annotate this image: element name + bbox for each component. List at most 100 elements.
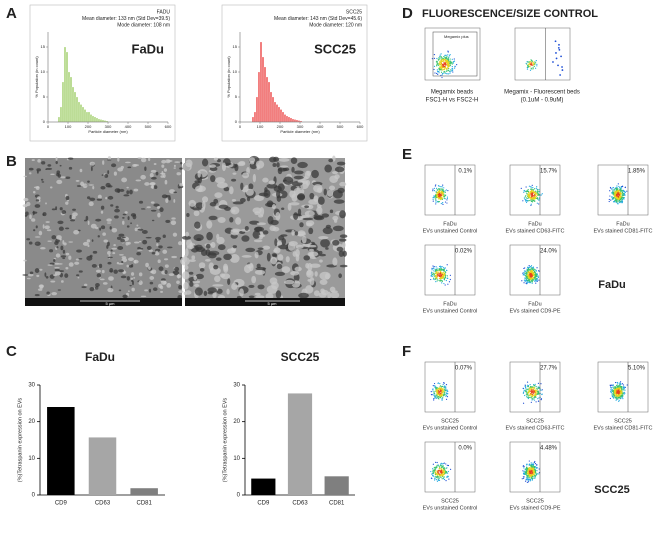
event-dot xyxy=(613,396,615,398)
event-dot xyxy=(439,54,441,56)
event-dot xyxy=(527,385,530,387)
event-dot xyxy=(433,270,435,272)
event-dot xyxy=(439,385,441,387)
event-dot xyxy=(531,278,533,280)
sem-grain xyxy=(138,272,143,277)
event-dot xyxy=(538,191,540,193)
event-dot xyxy=(440,196,442,198)
event-dot xyxy=(446,70,448,72)
event-dot xyxy=(536,393,538,395)
sem-grain xyxy=(178,284,183,290)
sem-grain xyxy=(44,225,50,230)
event-dot xyxy=(538,203,540,205)
event-dot xyxy=(525,273,527,276)
sem-grain xyxy=(118,263,124,265)
sem-grain xyxy=(75,180,80,182)
event-dot xyxy=(435,190,437,193)
event-dot xyxy=(526,274,529,276)
event-dot xyxy=(524,200,527,202)
event-dot xyxy=(442,475,444,477)
bead-dot xyxy=(559,74,562,76)
sem-grain xyxy=(59,207,63,211)
sem-grain xyxy=(86,255,93,261)
sem-grain xyxy=(195,273,204,280)
bar xyxy=(287,393,313,495)
event-dot xyxy=(437,396,440,398)
event-dot xyxy=(528,279,531,281)
event-dot xyxy=(438,191,440,194)
sem-grain xyxy=(239,197,246,203)
event-dot xyxy=(618,389,620,391)
event-dot xyxy=(620,200,622,202)
event-dot xyxy=(432,390,434,392)
event-dot xyxy=(522,402,525,404)
event-dot xyxy=(530,273,532,275)
sem-grain xyxy=(258,192,269,197)
event-dot xyxy=(536,272,538,275)
event-dot xyxy=(439,278,442,280)
event-dot xyxy=(530,473,532,475)
event-dot xyxy=(523,279,526,281)
event-dot xyxy=(451,58,453,60)
caption: EVs unstained Control xyxy=(423,308,478,314)
bead-dot xyxy=(555,57,558,60)
event-dot xyxy=(438,279,440,281)
event-dot xyxy=(533,65,535,68)
event-dot xyxy=(529,282,531,284)
plot-frame xyxy=(424,164,476,216)
sem-grain xyxy=(274,271,285,276)
event-dot xyxy=(444,67,446,69)
event-dot xyxy=(430,470,432,473)
sem-grain xyxy=(144,289,149,292)
x-tick-label: 600 xyxy=(165,124,172,129)
event-dot xyxy=(435,281,437,283)
sem-grain xyxy=(122,220,125,225)
event-dot xyxy=(534,61,536,63)
event-dot xyxy=(530,474,532,477)
sem-grain xyxy=(34,236,41,238)
sem-grain xyxy=(137,157,142,159)
sem-grain xyxy=(248,284,255,288)
sem-grain xyxy=(114,215,119,219)
event-dot xyxy=(612,190,614,192)
sem-grain xyxy=(164,270,168,275)
sem-grain xyxy=(87,220,90,226)
event-dot xyxy=(446,389,448,391)
event-dot xyxy=(446,264,448,266)
x-tick-label: 400 xyxy=(317,124,324,129)
histogram-bar xyxy=(93,116,97,123)
event-dot xyxy=(537,194,539,197)
event-dot xyxy=(620,394,622,397)
event-dot xyxy=(532,393,534,395)
event-dot xyxy=(530,266,532,268)
sem-grain xyxy=(107,170,110,175)
event-dot xyxy=(527,65,529,67)
event-dot xyxy=(432,265,434,267)
event-dot xyxy=(534,274,536,276)
x-tick-label: CD9 xyxy=(257,501,270,507)
event-dot xyxy=(615,396,617,399)
event-dot xyxy=(528,469,530,471)
event-dot xyxy=(535,187,537,189)
event-dot xyxy=(541,193,543,195)
event-dot xyxy=(527,279,529,282)
sem-grain xyxy=(254,269,266,275)
sem-grain xyxy=(50,173,55,176)
event-dot xyxy=(531,268,533,271)
sem-grain xyxy=(34,204,41,208)
event-dot xyxy=(529,266,531,268)
sem-grain xyxy=(64,273,69,278)
event-dot xyxy=(443,191,445,193)
bar xyxy=(47,407,75,495)
sem-grain xyxy=(40,247,46,250)
caption: EVs stained CD81-FITC xyxy=(594,425,653,431)
sem-grain xyxy=(165,198,169,204)
sem-grain xyxy=(229,217,234,223)
caption: Megamix beads xyxy=(431,90,473,96)
event-dot xyxy=(445,395,447,397)
event-dot xyxy=(438,64,440,67)
sem-grain xyxy=(214,275,221,283)
event-dot xyxy=(434,268,436,270)
sem-grain xyxy=(79,168,83,173)
event-dot xyxy=(624,386,626,389)
